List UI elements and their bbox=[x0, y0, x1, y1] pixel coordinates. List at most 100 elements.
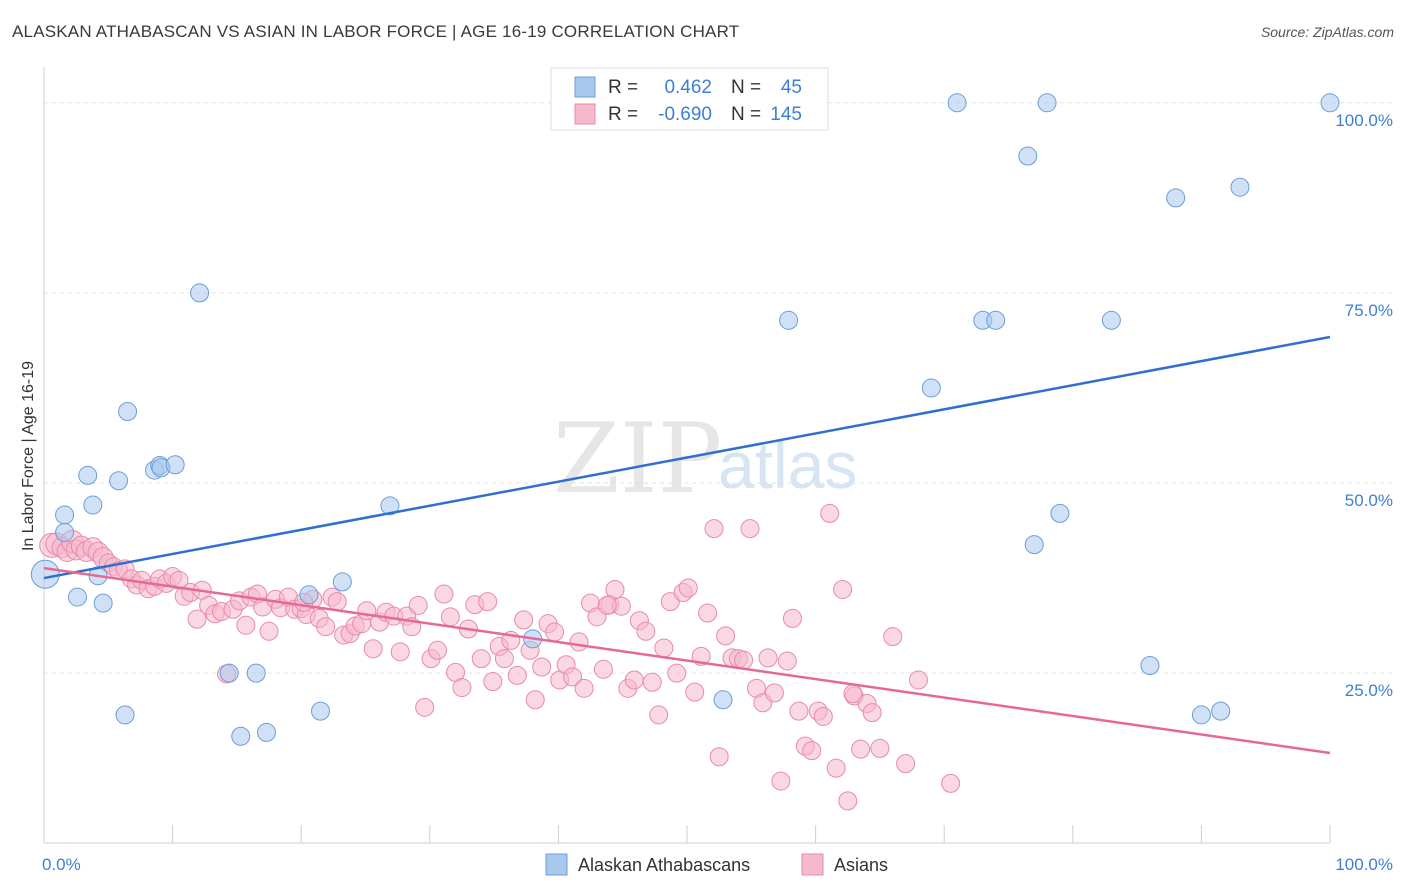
gridlines bbox=[44, 102, 1392, 674]
asian-point-38 bbox=[259, 621, 279, 641]
athabascan-point-34 bbox=[1050, 503, 1070, 523]
stats-box-frame bbox=[550, 67, 829, 131]
asian-point-72 bbox=[471, 649, 491, 669]
athabascan-point-10 bbox=[118, 402, 138, 422]
asian-point-78 bbox=[507, 665, 527, 685]
asian-point-134 bbox=[851, 739, 871, 759]
stats-n-value-2: 145 bbox=[770, 104, 802, 125]
asian-point-132 bbox=[838, 791, 858, 811]
asian-point-92 bbox=[593, 659, 613, 679]
asian-point-65 bbox=[428, 640, 448, 660]
asian-point-110 bbox=[704, 519, 724, 539]
asian-point-128 bbox=[813, 706, 833, 726]
athabascan-point-33 bbox=[1037, 93, 1057, 113]
athabascan-point-35 bbox=[1101, 310, 1121, 330]
athabascan-point-16 bbox=[219, 663, 239, 683]
athabascan-point-9 bbox=[115, 705, 135, 725]
asian-point-107 bbox=[685, 682, 705, 702]
stats-r-label-2: R = bbox=[608, 104, 638, 125]
asian-point-123 bbox=[782, 608, 802, 628]
athabascan-point-32 bbox=[1024, 535, 1044, 555]
asian-point-111 bbox=[709, 747, 729, 767]
x-tick-label-max: 100.0% bbox=[1335, 855, 1393, 874]
asian-point-34 bbox=[236, 615, 256, 635]
y-tick-label-100: 100.0% bbox=[1335, 111, 1393, 130]
athabascan-point-19 bbox=[256, 722, 276, 742]
athabascan-point-39 bbox=[1211, 701, 1231, 721]
stats-n-label-2: N = bbox=[731, 104, 761, 125]
asian-point-66 bbox=[434, 584, 454, 604]
asian-point-97 bbox=[624, 670, 644, 690]
asian-point-115 bbox=[734, 650, 754, 670]
legend-swatch-asians bbox=[801, 853, 824, 876]
athabascan-point-15 bbox=[190, 283, 210, 303]
athabascan-point-20 bbox=[299, 585, 319, 605]
asian-point-47 bbox=[316, 617, 336, 637]
asian-point-87 bbox=[563, 667, 583, 687]
asian-point-138 bbox=[883, 627, 903, 647]
asian-point-74 bbox=[483, 671, 503, 691]
athabascan-point-8 bbox=[109, 471, 129, 491]
asian-point-109 bbox=[698, 603, 718, 623]
asian-point-131 bbox=[833, 579, 853, 599]
asian-point-142 bbox=[843, 684, 863, 704]
asian-point-81 bbox=[525, 690, 545, 710]
athabascan-point-1 bbox=[55, 505, 75, 525]
asian-point-122 bbox=[777, 651, 797, 671]
athabascan-point-22 bbox=[332, 572, 352, 592]
athabascan-point-28 bbox=[947, 93, 967, 113]
asian-point-140 bbox=[908, 670, 928, 690]
asian-point-124 bbox=[789, 701, 809, 721]
asian-point-69 bbox=[452, 678, 472, 698]
athabascan-point-36 bbox=[1140, 656, 1160, 676]
asian-point-143 bbox=[597, 595, 617, 615]
asian-point-67 bbox=[440, 607, 460, 627]
athabascan-point-2 bbox=[55, 522, 75, 542]
asian-point-82 bbox=[532, 657, 552, 677]
athabascan-point-3 bbox=[67, 587, 87, 607]
athabascan-point-7 bbox=[93, 593, 113, 613]
asian-point-73 bbox=[478, 592, 498, 612]
athabascan-point-5 bbox=[83, 495, 103, 515]
watermark-zip: ZIP bbox=[553, 403, 722, 515]
athabascan-point-17 bbox=[231, 726, 251, 746]
asian-point-112 bbox=[716, 626, 736, 646]
athabascan-point-4 bbox=[78, 465, 98, 485]
stats-box: R = 0.462 N = 45 R = -0.690 N = 145 bbox=[550, 67, 829, 131]
asian-point-94 bbox=[605, 579, 625, 599]
athabascan-point-37 bbox=[1166, 188, 1186, 208]
x-tick-label-min: 0.0% bbox=[42, 855, 81, 874]
stats-swatch-pink bbox=[574, 103, 596, 125]
athabascan-point-26 bbox=[779, 310, 799, 330]
watermark-atlas: atlas bbox=[718, 428, 857, 502]
asian-point-89 bbox=[574, 678, 594, 698]
asian-point-106 bbox=[678, 578, 698, 598]
asian-point-130 bbox=[826, 758, 846, 778]
asian-point-84 bbox=[545, 622, 565, 642]
x-axis-ticks bbox=[43, 825, 1331, 843]
source-credit: Source: ZipAtlas.com bbox=[1260, 24, 1394, 40]
asian-point-139 bbox=[896, 754, 916, 774]
athabascan-point-18 bbox=[246, 663, 266, 683]
asian-point-49 bbox=[327, 592, 347, 612]
asian-point-100 bbox=[642, 672, 662, 692]
stats-r-value-2: -0.690 bbox=[658, 104, 712, 125]
asian-point-76 bbox=[494, 649, 514, 669]
stats-swatch-blue bbox=[574, 76, 596, 98]
stats-n-label-1: N = bbox=[731, 77, 761, 98]
asian-point-126 bbox=[802, 741, 822, 761]
asian-point-104 bbox=[667, 663, 687, 683]
athabascan-point-31 bbox=[1018, 146, 1038, 166]
asian-point-26 bbox=[187, 609, 207, 629]
asian-point-63 bbox=[415, 697, 435, 717]
asian-point-136 bbox=[862, 703, 882, 723]
legend: Alaskan Athabascans Asians bbox=[545, 853, 888, 876]
asian-point-103 bbox=[660, 592, 680, 612]
y-tick-label-50: 50.0% bbox=[1345, 491, 1393, 510]
y-tick-labels: 25.0% 50.0% 75.0% 100.0% bbox=[1335, 111, 1393, 700]
athabascan-point-0 bbox=[30, 559, 60, 589]
athabascan-point-14 bbox=[165, 455, 185, 475]
y-tick-label-75: 75.0% bbox=[1345, 301, 1393, 320]
athabascan-point-25 bbox=[713, 690, 733, 710]
